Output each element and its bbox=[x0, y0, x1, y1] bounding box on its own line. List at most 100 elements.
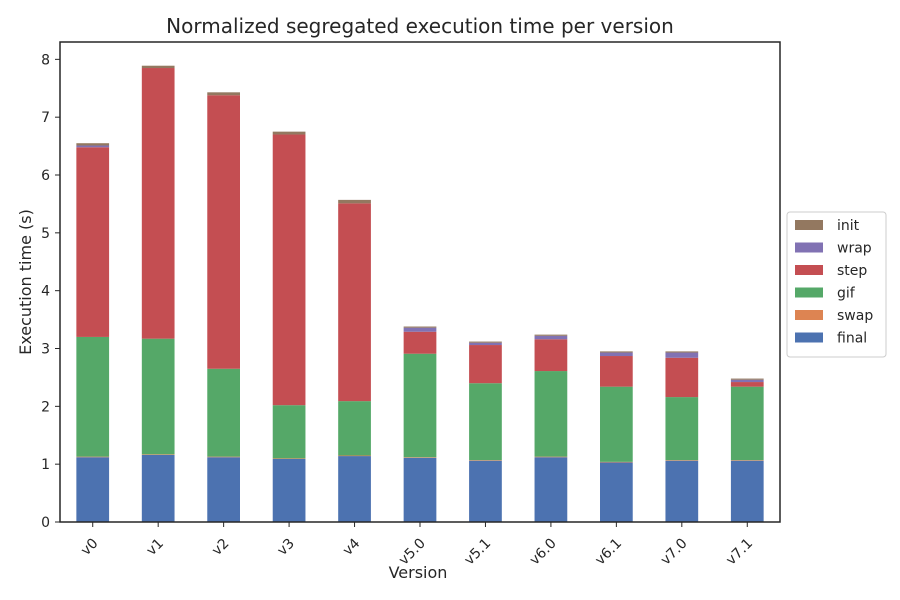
bar-wrap-v0 bbox=[76, 145, 110, 148]
legend: init wrap step gif swap final bbox=[786, 211, 887, 358]
bar-final-v6.0 bbox=[534, 457, 568, 522]
legend-swatch-swap bbox=[795, 310, 823, 320]
bar-step-v7.1 bbox=[730, 382, 764, 387]
bar-step-v0 bbox=[76, 147, 110, 337]
x-tick-label-v5.1: v5.1 bbox=[461, 536, 494, 569]
bar-step-v7.0 bbox=[665, 357, 699, 398]
y-tick-label: 8 bbox=[41, 52, 50, 68]
bar-wrap-v5.0 bbox=[403, 327, 437, 332]
x-axis-ticks: v0 v1 v2 v3 v4 v5.0 v5.1 v6.0 v6.1 v7.0 v7.1 bbox=[78, 522, 756, 568]
y-tick-label: 5 bbox=[41, 226, 50, 242]
bar-swap-v4 bbox=[338, 455, 371, 457]
legend-label-gif: gif bbox=[837, 286, 856, 302]
bar-final-v5.0 bbox=[403, 457, 437, 522]
bar-step-v2 bbox=[207, 95, 240, 369]
bar-gif-v5.0 bbox=[403, 353, 437, 458]
bar-gif-v2 bbox=[207, 368, 240, 457]
bar-swap-v7.0 bbox=[665, 460, 699, 461]
legend-swatch-final bbox=[795, 332, 823, 343]
bar-step-v4 bbox=[338, 203, 371, 402]
x-tick-label-v4: v4 bbox=[340, 535, 364, 559]
x-tick-label-v6.1: v6.1 bbox=[592, 536, 625, 569]
legend-swatch-step bbox=[795, 265, 823, 275]
legend-label-init: init bbox=[837, 218, 860, 234]
bar-init-v1 bbox=[141, 65, 175, 69]
bar-swap-v1 bbox=[141, 454, 175, 455]
x-tick-label-v7.0: v7.0 bbox=[658, 536, 691, 569]
bar-step-v6.0 bbox=[534, 339, 568, 372]
bar-wrap-v5.1 bbox=[469, 342, 502, 346]
bar-final-v3 bbox=[272, 458, 306, 522]
y-axis-ticks: 0 1 2 3 4 5 6 7 8 bbox=[41, 52, 60, 531]
bar-init-v0 bbox=[76, 143, 110, 146]
bar-step-v1 bbox=[141, 68, 175, 339]
x-tick-label-v7.1: v7.1 bbox=[723, 536, 756, 569]
bar-init-v5.0 bbox=[403, 326, 437, 328]
bar-final-v5.1 bbox=[469, 460, 502, 522]
y-tick-label: 0 bbox=[41, 515, 50, 531]
y-tick-label: 1 bbox=[41, 457, 50, 473]
legend-label-wrap: wrap bbox=[837, 241, 872, 257]
bar-final-v2 bbox=[207, 457, 240, 522]
bar-gif-v0 bbox=[76, 336, 110, 457]
bar-final-v4 bbox=[338, 456, 371, 522]
bar-swap-v7.1 bbox=[730, 460, 764, 461]
bar-step-v6.1 bbox=[600, 356, 633, 387]
bar-init-v7.1 bbox=[730, 378, 764, 380]
bar-step-v5.0 bbox=[403, 331, 437, 354]
x-tick-label-v2: v2 bbox=[209, 536, 232, 559]
bar-final-v6.1 bbox=[600, 462, 633, 522]
x-axis-label: Version bbox=[389, 563, 448, 582]
y-tick-label: 7 bbox=[41, 110, 50, 126]
bar-final-v7.0 bbox=[665, 460, 699, 522]
y-tick-label: 4 bbox=[41, 284, 50, 300]
bar-gif-v6.1 bbox=[600, 386, 633, 462]
bar-swap-v5.1 bbox=[469, 460, 502, 461]
chart-title: Normalized segregated execution time per… bbox=[166, 14, 674, 38]
bar-init-v4 bbox=[338, 199, 371, 204]
bar-swap-v6.0 bbox=[534, 456, 568, 458]
bar-gif-v1 bbox=[141, 338, 175, 455]
bars-layer bbox=[76, 65, 764, 522]
bar-init-v7.0 bbox=[665, 351, 699, 353]
y-axis-label: Execution time (s) bbox=[16, 209, 35, 355]
x-tick-label-v6.0: v6.0 bbox=[527, 536, 560, 569]
bar-swap-v0 bbox=[76, 456, 110, 458]
bar-init-v2 bbox=[207, 92, 240, 96]
y-tick-label: 3 bbox=[41, 342, 50, 358]
bar-final-v0 bbox=[76, 457, 110, 522]
legend-label-final: final bbox=[837, 331, 867, 347]
bar-gif-v7.0 bbox=[665, 397, 699, 461]
bar-init-v3 bbox=[272, 131, 306, 135]
bar-init-v6.1 bbox=[600, 351, 633, 353]
x-tick-label-v1: v1 bbox=[144, 536, 167, 559]
bar-wrap-v6.1 bbox=[600, 352, 633, 357]
legend-swatch-gif bbox=[795, 287, 823, 298]
legend-label-step: step bbox=[837, 263, 867, 279]
bar-step-v5.1 bbox=[469, 345, 502, 384]
bar-wrap-v7.0 bbox=[665, 352, 699, 358]
y-tick-label: 2 bbox=[41, 399, 50, 415]
y-tick-label: 6 bbox=[41, 168, 50, 184]
legend-swatch-init bbox=[795, 220, 823, 230]
bar-swap-v2 bbox=[207, 456, 240, 458]
bar-wrap-v7.1 bbox=[730, 379, 764, 383]
bar-wrap-v6.0 bbox=[534, 335, 568, 340]
legend-swatch-wrap bbox=[795, 242, 823, 253]
bar-gif-v5.1 bbox=[469, 383, 502, 461]
x-tick-label-v0: v0 bbox=[78, 536, 101, 559]
bar-gif-v6.0 bbox=[534, 371, 568, 457]
bar-gif-v4 bbox=[338, 401, 371, 456]
bar-gif-v3 bbox=[272, 405, 306, 459]
legend-label-swap: swap bbox=[837, 308, 873, 324]
x-tick-label-v3: v3 bbox=[274, 536, 297, 559]
bar-swap-v3 bbox=[272, 458, 306, 459]
bar-final-v7.1 bbox=[730, 460, 764, 522]
bar-init-v5.1 bbox=[469, 341, 502, 343]
bar-gif-v7.1 bbox=[730, 386, 764, 461]
bar-init-v6.0 bbox=[534, 334, 568, 336]
bar-step-v3 bbox=[272, 134, 306, 406]
bar-swap-v6.1 bbox=[600, 461, 633, 463]
bar-swap-v5.0 bbox=[403, 457, 437, 458]
